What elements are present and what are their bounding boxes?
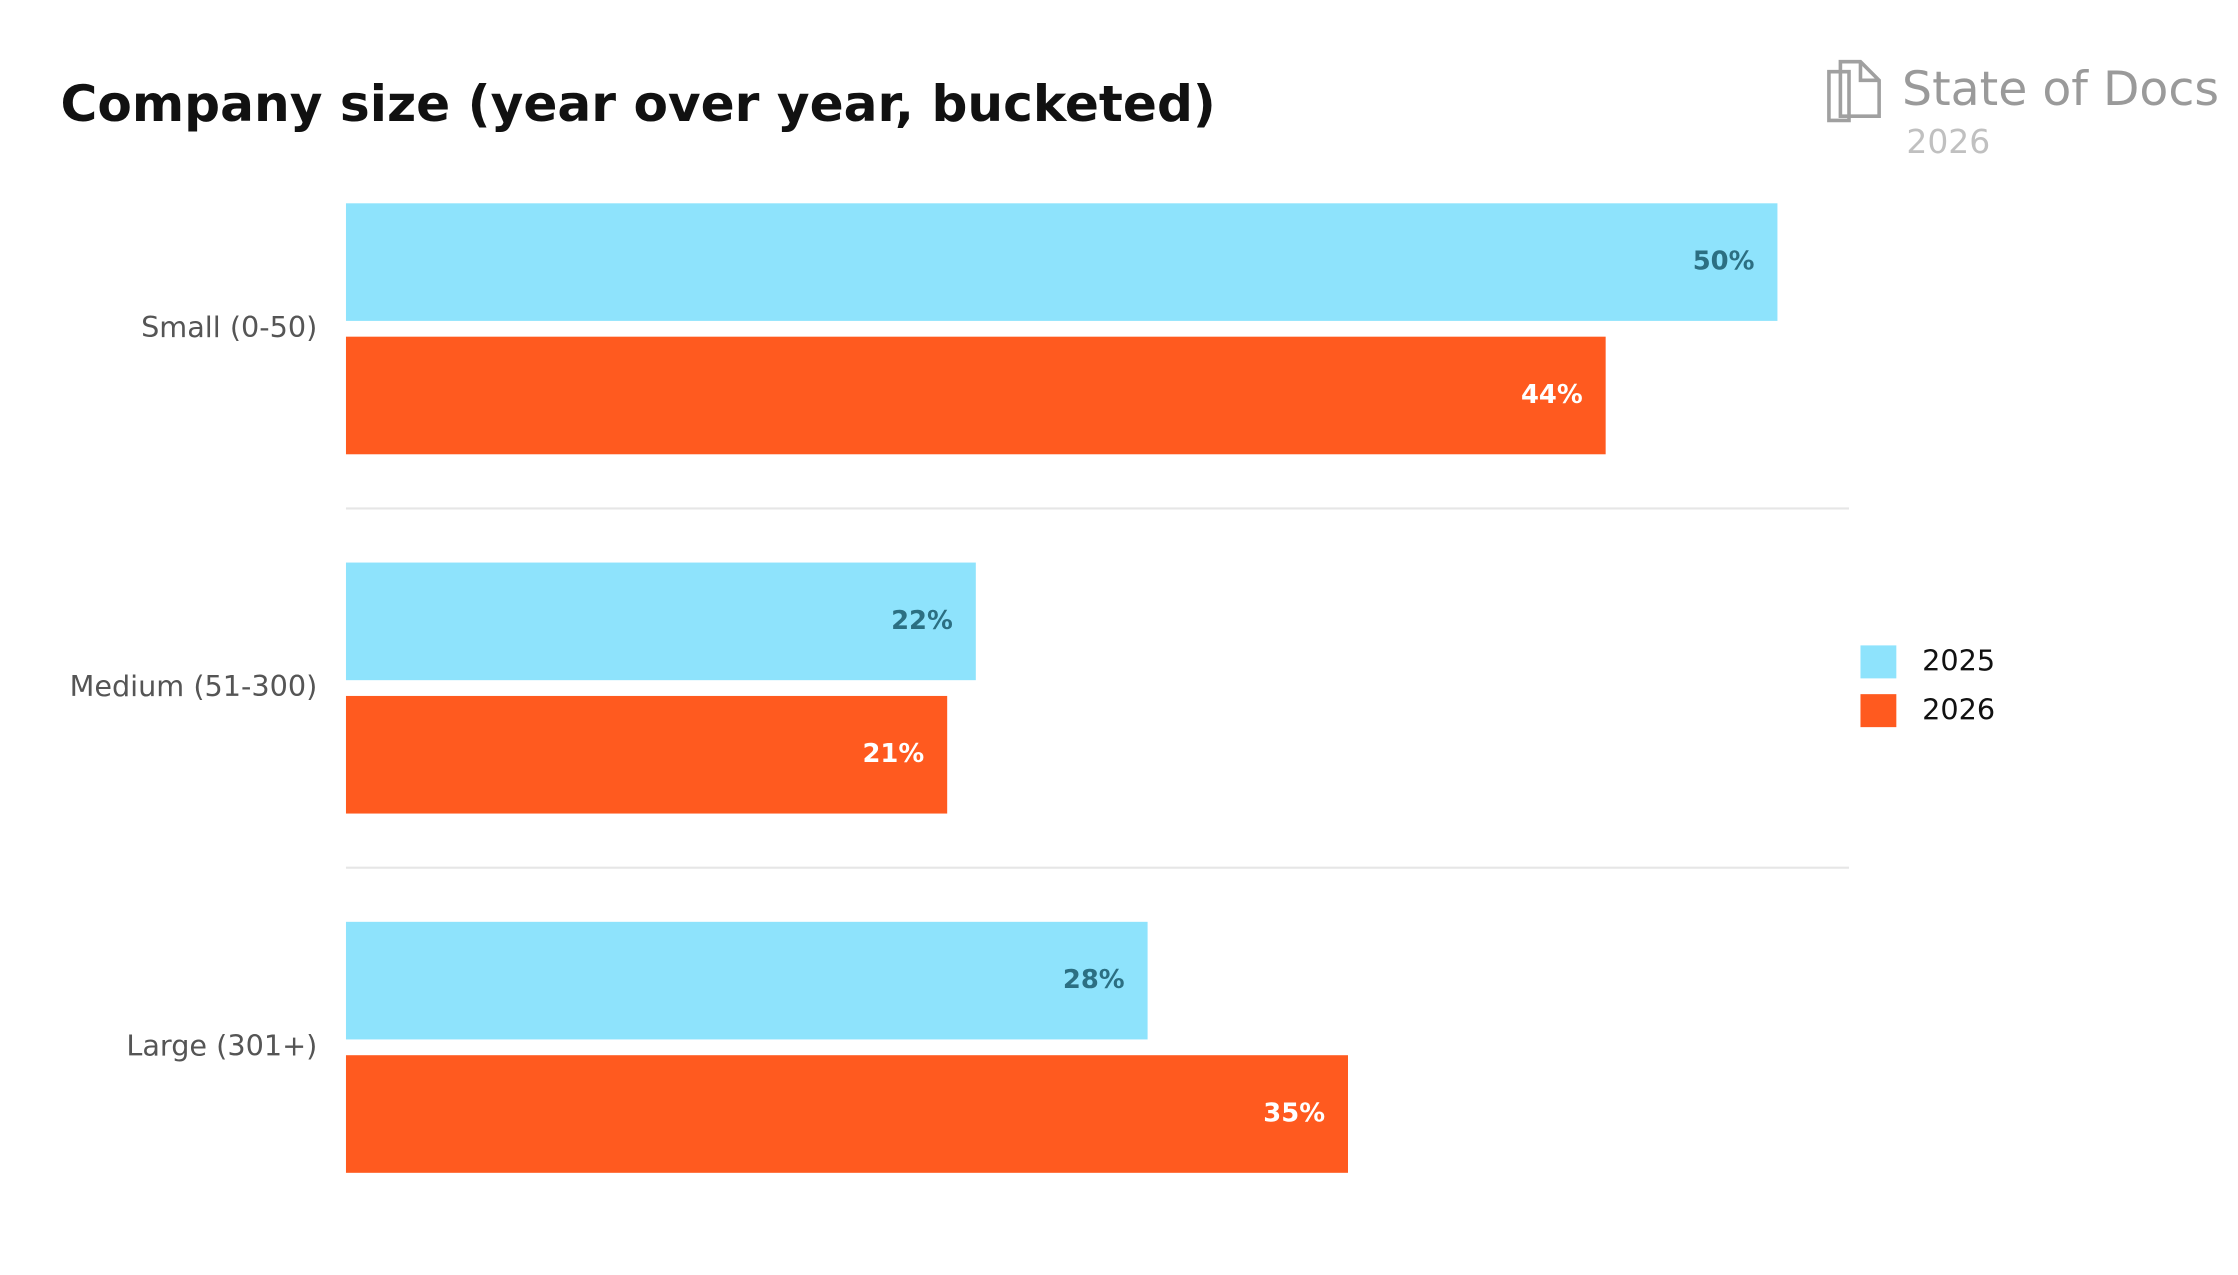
value-label: 35% <box>1263 1099 1325 1129</box>
logo-name: State of Docs <box>1902 62 2219 117</box>
legend-label: 2026 <box>1922 692 1995 726</box>
y-tick-label: Large (301+) <box>126 1028 317 1062</box>
bar <box>345 203 1778 321</box>
bar <box>345 336 1606 455</box>
legend-label: 2025 <box>1922 644 1995 678</box>
value-label: 50% <box>1693 247 1755 277</box>
legend-swatch <box>1860 694 1897 728</box>
logo-year: 2026 <box>1906 122 1990 161</box>
value-label: 44% <box>1521 380 1583 410</box>
value-label: 22% <box>891 606 953 636</box>
value-label: 21% <box>862 739 924 769</box>
value-label: 28% <box>1063 965 1125 995</box>
y-tick-label: Small (0-50) <box>141 310 317 344</box>
bar <box>345 695 948 814</box>
bar <box>345 562 976 681</box>
logo-icon <box>1827 59 1881 123</box>
bar <box>345 1055 1348 1173</box>
chart-title: Company size (year over year, bucketed) <box>61 74 1216 133</box>
y-tick-label: Medium (51-300) <box>70 669 318 703</box>
legend-swatch <box>1860 645 1897 679</box>
bar <box>345 921 1148 1040</box>
